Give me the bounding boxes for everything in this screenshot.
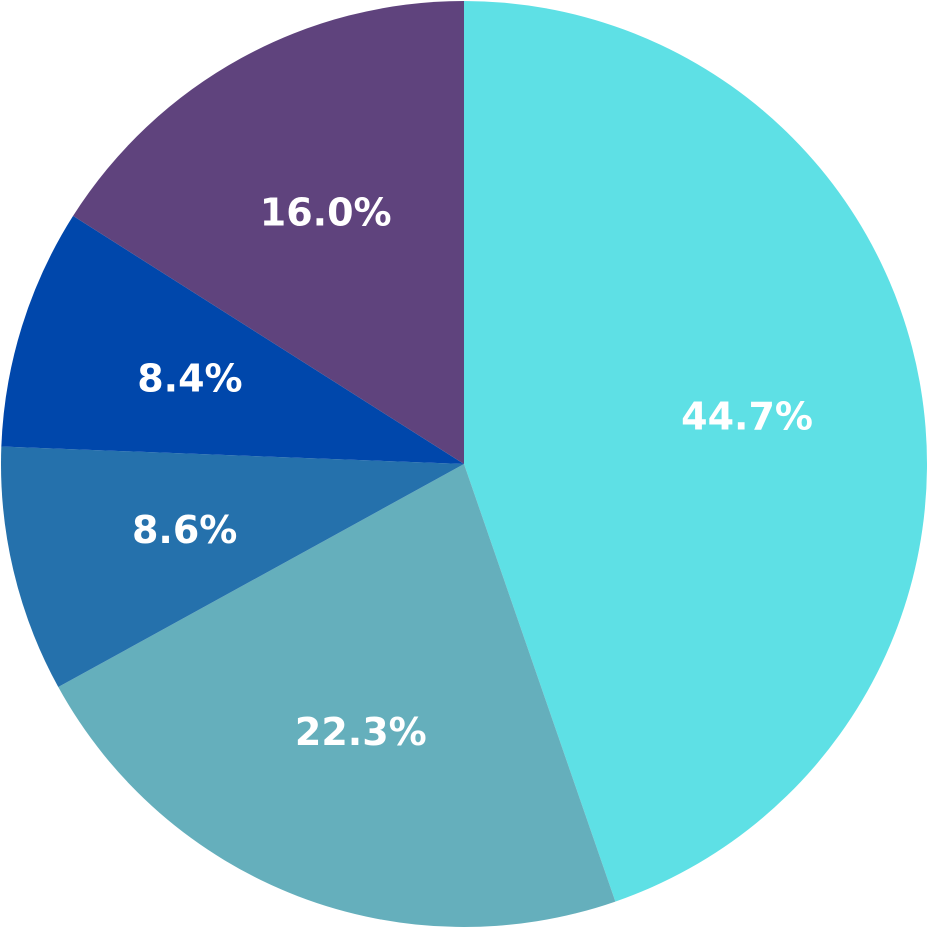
slice-percent-label: 16.0%	[260, 190, 392, 234]
slice-percent-label: 44.7%	[681, 394, 813, 438]
pie-slice	[1, 215, 464, 464]
pie-slice	[464, 1, 927, 902]
pie-slice	[58, 464, 616, 927]
pie-slice	[73, 1, 464, 464]
pie-labels: 44.7% 22.3% 8.6% 8.4% 16.0%	[132, 190, 813, 753]
slice-percent-label: 8.6%	[132, 508, 237, 552]
pie-slice	[0, 446, 464, 688]
slice-percent-label: 8.4%	[137, 357, 242, 401]
slice-percent-label: 22.3%	[295, 710, 427, 754]
